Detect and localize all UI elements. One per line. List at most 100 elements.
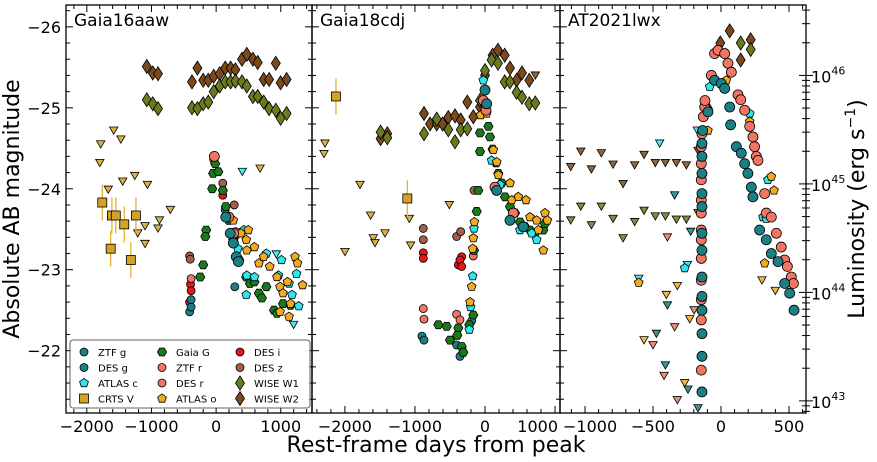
- point-atlas-o: [766, 171, 777, 181]
- point-wise-w2: [264, 71, 275, 88]
- upper-limit-ztf-g: [693, 404, 703, 413]
- y2-tick-label: 1045: [811, 173, 845, 195]
- point-ztf-g: [742, 167, 754, 179]
- legend-label: ATLAS c: [98, 379, 138, 390]
- point-gaia-g: [483, 122, 494, 131]
- point-gaia-g: [220, 202, 231, 212]
- point-wise-w1: [208, 83, 219, 100]
- x-tick-label: −1000: [563, 417, 617, 436]
- point-atlas-o: [243, 224, 254, 235]
- point-atlas-o: [242, 245, 252, 255]
- point-atlas-o: [488, 144, 499, 155]
- point-des-z: [418, 224, 428, 233]
- point-wise-w2: [252, 54, 263, 71]
- point-wise-w1: [252, 88, 263, 105]
- upper-limit-wise-w2: [660, 158, 671, 168]
- point-crts-v: [402, 193, 413, 204]
- point-wise-w2: [419, 105, 429, 122]
- point-wise-w1: [450, 134, 460, 150]
- x-tick-label: 0: [480, 417, 490, 436]
- upper-limit-atlas-c: [237, 167, 248, 177]
- point-gaia-g: [433, 320, 444, 330]
- legend-item-atlas-c: ATLAS c: [79, 377, 138, 390]
- upper-limit-atlas-o: [661, 290, 672, 300]
- y-tick-label: −23: [27, 261, 61, 280]
- point-ztf-g: [696, 350, 708, 362]
- upper-limit-wise-w2: [618, 180, 628, 189]
- legend-item-des-r: DES r: [157, 378, 205, 390]
- point-ztf-g: [227, 237, 239, 249]
- panel-frame: [559, 4, 807, 414]
- point-atlas-c: [242, 270, 252, 280]
- upper-limit-atlas-o: [679, 379, 690, 388]
- legend-label: DES r: [176, 379, 205, 390]
- point-ztf-g: [233, 256, 244, 268]
- legend-label: Gaia G: [176, 348, 210, 359]
- point-atlas-o: [292, 258, 303, 268]
- upper-limit-crts-v: [404, 214, 415, 224]
- point-atlas-o: [467, 243, 478, 253]
- x-tick-label: −1000: [124, 417, 178, 436]
- point-ztf-g: [696, 150, 708, 162]
- point-wise-w2: [141, 58, 152, 75]
- point-atlas-o: [491, 156, 502, 167]
- point-ztf-g: [696, 291, 708, 302]
- point-atlas-o: [284, 311, 294, 321]
- legend-label: CRTS V: [98, 395, 134, 406]
- point-atlas-c: [276, 254, 287, 265]
- x-tick-label: 0: [716, 417, 726, 436]
- point-ztf-g: [735, 147, 747, 159]
- point-des-i: [186, 286, 196, 296]
- point-ztf-r: [725, 66, 737, 78]
- point-des-z: [229, 200, 239, 210]
- legend-item-atlas-o: ATLAS o: [157, 393, 216, 406]
- y-tick-label: −26: [27, 18, 61, 37]
- point-des-i: [457, 262, 467, 271]
- point-gaia-g: [484, 132, 496, 142]
- y2-axis-label: Luminosity (erg s−1): [843, 99, 870, 318]
- upper-limit-ztf-r: [648, 341, 658, 350]
- upper-limit-atlas-c: [654, 139, 665, 149]
- point-des-z: [218, 178, 228, 188]
- point-ztf-g: [696, 271, 708, 283]
- point-ztf-g: [491, 184, 503, 196]
- point-gaia-g: [256, 293, 267, 303]
- legend-label: DES i: [254, 348, 280, 359]
- upper-limit-ztf-g: [651, 329, 662, 339]
- point-atlas-o: [538, 245, 549, 255]
- upper-limit-crts-v: [132, 229, 143, 238]
- panels: −2000 −1000 0 1000 Gaia16aaw −2000 −1000 0 1000 G…: [60, 4, 807, 436]
- upper-limit-atlas-o: [684, 315, 695, 324]
- point-ztf-r: [208, 150, 220, 162]
- legend-item-des-i: DES i: [235, 347, 280, 359]
- point-wise-w1: [281, 105, 292, 122]
- upper-limit-wise-w1: [660, 212, 671, 221]
- point-crts-v: [331, 91, 341, 102]
- upper-limit-crts-v: [355, 180, 365, 190]
- point-atlas-o: [278, 288, 288, 298]
- data-points: [94, 46, 308, 330]
- point-wise-w1: [745, 41, 756, 58]
- upper-limit-crts-v: [108, 126, 119, 136]
- point-gaia-g: [200, 232, 211, 241]
- x-tick-label: −2000: [318, 417, 372, 436]
- point-atlas-o: [465, 297, 475, 307]
- upper-limit-crts-v: [153, 224, 163, 234]
- point-gaia-g: [471, 206, 482, 216]
- x-tick-label: 500: [774, 417, 805, 436]
- upper-limit-ztf-g: [660, 361, 671, 370]
- point-ztf-r: [765, 211, 777, 223]
- upper-limit-crts-v: [115, 135, 126, 144]
- point-ztf-r: [719, 48, 731, 59]
- point-des-r: [186, 274, 196, 284]
- point-ztf-r: [770, 227, 782, 239]
- point-wise-w1: [443, 121, 454, 138]
- upper-limit-wise-w1: [650, 212, 661, 221]
- legend-item-wise-w2: WISE W2: [235, 390, 299, 407]
- upper-limit-crts-v: [94, 158, 105, 168]
- upper-limit-wise-w2: [586, 165, 597, 174]
- upper-limit-crts-v: [142, 180, 153, 190]
- point-atlas-o: [469, 216, 480, 227]
- point-atlas-o: [505, 178, 515, 188]
- x-tick-label: 0: [211, 417, 221, 436]
